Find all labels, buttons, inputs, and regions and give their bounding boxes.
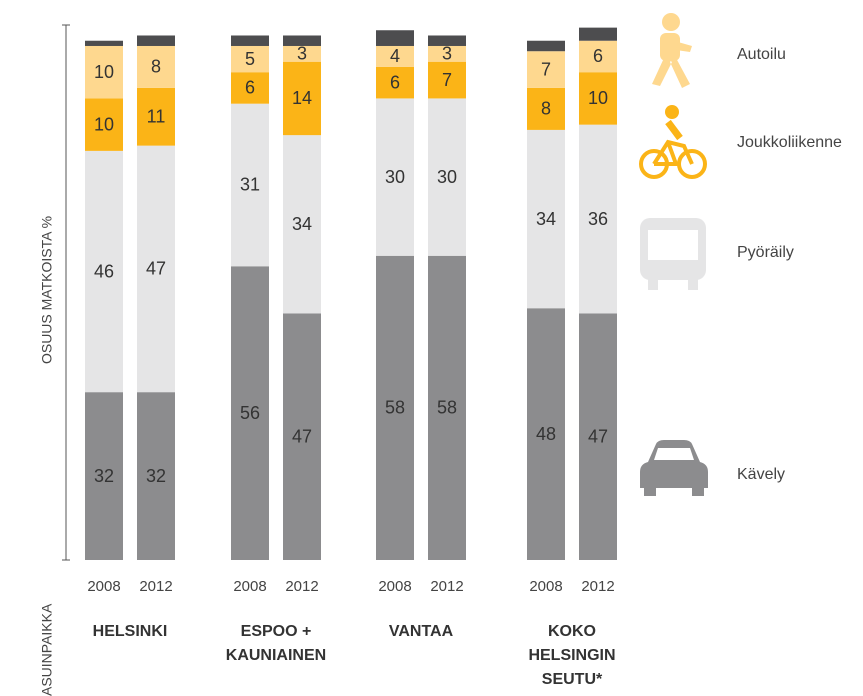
icon-walk [652, 13, 692, 88]
legend-label: Joukkoliikenne [737, 134, 842, 151]
bar-segment [85, 45, 123, 99]
bar-segment [85, 40, 123, 46]
data-label: 47 [292, 426, 312, 446]
bar-segment [376, 255, 414, 561]
data-label: 7 [442, 70, 452, 90]
group-label: KOKO HELSINGIN SEUTU* [528, 623, 615, 688]
data-label: 58 [437, 398, 457, 418]
bar-segment [579, 40, 617, 73]
data-label: 10 [94, 62, 114, 82]
bar-segment [283, 135, 321, 314]
data-label: 8 [151, 57, 161, 77]
y-axis-label: OSUUS MATKOISTA % [39, 216, 55, 364]
group-label: VANTAA [389, 623, 454, 640]
bar-segment [579, 72, 617, 125]
bar-segment [428, 61, 466, 99]
data-label: 36 [588, 209, 608, 229]
data-label: 30 [437, 167, 457, 187]
x-tick-label: 2012 [430, 578, 463, 595]
bar-segment [527, 87, 565, 130]
x-tick-label: 2012 [285, 578, 318, 595]
bar-segment [527, 129, 565, 309]
bar-segment [137, 87, 175, 146]
data-label: 10 [94, 114, 114, 134]
bar-segment [428, 35, 466, 46]
data-label: 10 [588, 88, 608, 108]
data-label: 48 [536, 424, 556, 444]
data-label: 6 [245, 78, 255, 98]
bar-segment [283, 313, 321, 560]
data-label: 46 [94, 261, 114, 281]
bar-segment [428, 255, 466, 561]
bar-segment [283, 35, 321, 46]
data-label: 34 [536, 209, 556, 229]
bar-segment [137, 392, 175, 560]
bar-segment [231, 35, 269, 46]
bar-segment [231, 45, 269, 73]
icon-bus [640, 218, 706, 290]
data-label: 58 [385, 398, 405, 418]
data-label: 14 [292, 88, 312, 108]
icon-bike [639, 105, 707, 179]
x-tick-label: 2008 [378, 578, 411, 595]
data-label: 32 [146, 466, 166, 486]
bar-segment [231, 72, 269, 104]
data-label: 3 [442, 44, 452, 64]
data-label: 56 [240, 403, 260, 423]
bar-segment [579, 313, 617, 560]
bar-segment [137, 45, 175, 88]
bar-segment [527, 308, 565, 560]
bar-segment [579, 27, 617, 41]
x-tick-label: 2012 [581, 578, 614, 595]
bar-segment [376, 45, 414, 67]
data-label: 4 [390, 46, 400, 66]
data-label: 5 [245, 49, 255, 69]
data-label: 6 [390, 72, 400, 92]
legend-label: Autoilu [737, 46, 786, 63]
data-label: 32 [94, 466, 114, 486]
bar-segment [527, 51, 565, 88]
group-label: HELSINKI [93, 623, 168, 640]
bar-segment [376, 98, 414, 256]
legend-label: Pyöräily [737, 244, 794, 261]
bar-segment [85, 392, 123, 560]
data-label: 30 [385, 167, 405, 187]
bar-segment [85, 150, 123, 393]
bar-segment [376, 66, 414, 99]
data-label: 47 [588, 426, 608, 446]
bar-segment [527, 40, 565, 52]
bar-segment [283, 45, 321, 62]
bar-segment [428, 45, 466, 62]
bar-segment [283, 61, 321, 136]
bar-segment [85, 98, 123, 151]
bar-segment [376, 30, 414, 46]
data-label: 47 [146, 259, 166, 279]
bar-segment [231, 103, 269, 267]
y-axis [62, 24, 70, 561]
x-tick-label: 2008 [529, 578, 562, 595]
group-label: ESPOO + KAUNIAINEN [226, 623, 326, 664]
bar-segment [579, 124, 617, 314]
x-tick-label: 2012 [139, 578, 172, 595]
data-label: 8 [541, 99, 551, 119]
data-label: 7 [541, 59, 551, 79]
data-label: 31 [240, 175, 260, 195]
bar-segment [137, 145, 175, 393]
data-label: 6 [593, 46, 603, 66]
x-tick-label: 2008 [233, 578, 266, 595]
legend-label: Kävely [737, 466, 785, 483]
icon-car [640, 440, 708, 496]
bar-segment [137, 35, 175, 46]
x-tick-label: 2008 [87, 578, 120, 595]
data-label: 34 [292, 214, 312, 234]
bar-segment [428, 98, 466, 256]
data-label: 11 [147, 107, 166, 127]
bar-segment [231, 266, 269, 560]
data-label: 3 [297, 44, 307, 64]
x-axis-label: ASUINPAIKKA [39, 603, 55, 696]
